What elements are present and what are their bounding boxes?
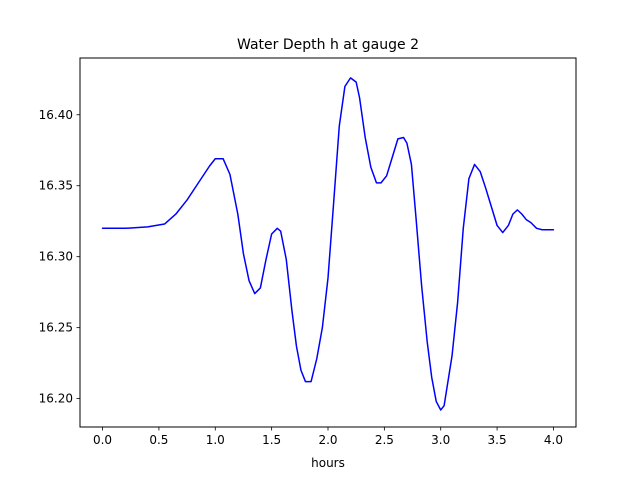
x-tick-label: 0.5 (149, 433, 168, 447)
x-tick-label: 0.0 (93, 433, 112, 447)
y-axis: 16.20 16.25 16.30 16.35 16.40 (39, 108, 80, 406)
y-tick-label: 16.25 (39, 321, 73, 335)
x-axis-label: hours (311, 456, 345, 470)
chart-title: Water Depth h at gauge 2 (237, 37, 419, 53)
x-tick-label: 3.0 (431, 433, 450, 447)
y-tick-label: 16.40 (39, 108, 73, 122)
y-tick-label: 16.20 (39, 392, 73, 406)
y-tick-label: 16.35 (39, 179, 73, 193)
plot-area (101, 77, 555, 411)
x-tick-label: 2.5 (375, 433, 394, 447)
x-tick-label: 3.5 (488, 433, 507, 447)
x-tick-label: 1.0 (206, 433, 225, 447)
series-line-0 (101, 77, 555, 411)
x-tick-label: 4.0 (544, 433, 563, 447)
x-tick-label: 1.5 (262, 433, 281, 447)
y-tick-label: 16.30 (39, 250, 73, 264)
x-axis: 0.0 0.5 1.0 1.5 2.0 2.5 3.0 3.5 4.0 (93, 427, 563, 447)
x-tick-label: 2.0 (318, 433, 337, 447)
